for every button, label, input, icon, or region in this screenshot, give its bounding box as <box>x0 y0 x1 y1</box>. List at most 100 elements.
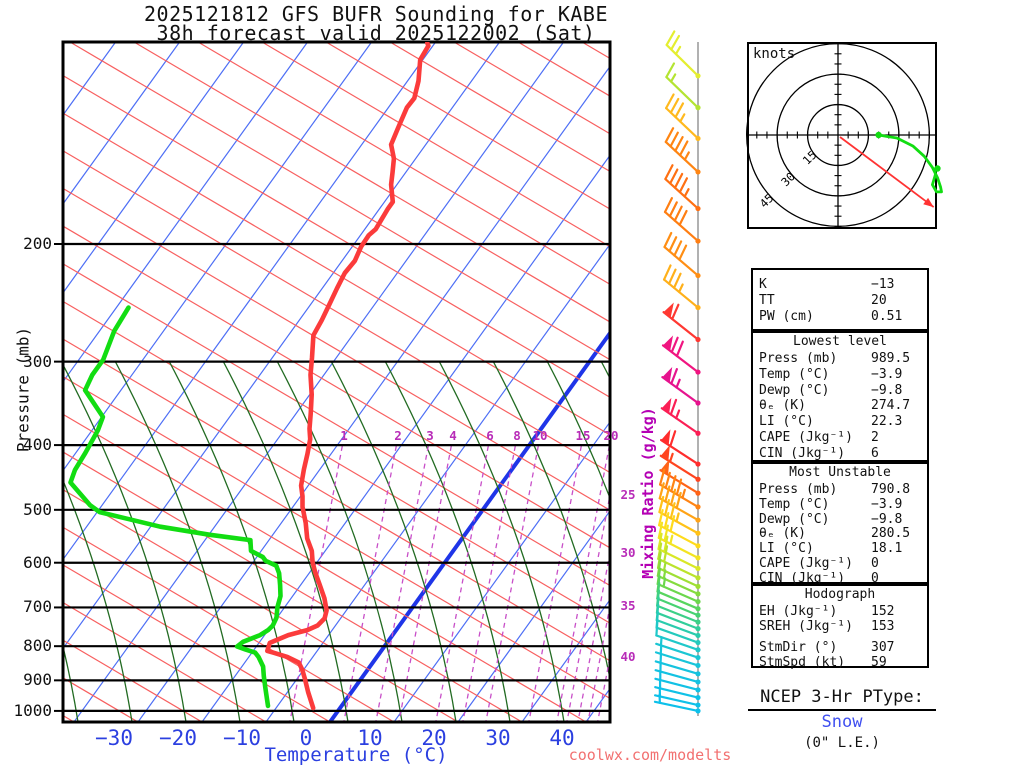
mixing-ratio-line <box>398 446 452 722</box>
wind-barb <box>658 482 701 523</box>
isotherm <box>63 42 373 472</box>
isotherm <box>63 42 309 383</box>
temperature-tick-label: 10 <box>357 726 383 750</box>
mixing-ratio-line <box>462 446 516 722</box>
index-row: θₑ (K) 280.5 <box>753 526 927 541</box>
wind-barb <box>662 264 701 311</box>
isotherm <box>63 42 501 650</box>
moist-adiabat <box>546 361 610 500</box>
moist-adiabat <box>114 361 241 722</box>
wind-barb <box>660 429 701 467</box>
mixing-ratio-line <box>375 446 429 722</box>
dewpoint-trace <box>68 305 283 709</box>
hodograph-units-label: knots <box>753 46 796 62</box>
hodograph-trace <box>878 133 943 194</box>
temperature-trace <box>264 42 431 711</box>
mixing-ratio-line <box>556 446 610 722</box>
isotherm <box>63 42 181 205</box>
mixing-ratio-line <box>597 653 610 722</box>
moist-adiabat <box>63 363 187 722</box>
index-label: θₑ (K) <box>759 398 806 414</box>
index-value: 0 <box>871 555 879 571</box>
index-value: 6 <box>871 445 879 461</box>
chart-title-line2: 38h forecast valid 2025122002 (Sat) <box>156 21 596 45</box>
index-value: 20 <box>871 293 887 308</box>
index-label: Dewp (°C) <box>759 511 830 527</box>
index-label: K <box>759 277 767 292</box>
mixing-ratio-value-label: 40 <box>620 649 636 664</box>
temperature-tick-label: 20 <box>421 726 447 750</box>
dry-adiabat <box>63 451 523 722</box>
wind-barbs <box>653 30 701 714</box>
isotherm <box>393 420 610 722</box>
dry-adiabat <box>63 263 610 587</box>
moist-adiabat <box>600 361 610 380</box>
index-label: CIN (Jkg⁻¹) <box>759 445 846 461</box>
temperature-tick-label: −10 <box>223 726 261 750</box>
index-label: StmDir (°) <box>759 640 838 655</box>
dry-adiabat <box>63 526 395 722</box>
wind-barb <box>660 397 701 436</box>
temperature-tick-label: 40 <box>549 726 575 750</box>
index-row: Dewp (°C) −9.8 <box>753 512 927 527</box>
wind-barb <box>654 644 701 669</box>
wind-barb <box>665 62 701 111</box>
chart-title-line1: 2025121812 GFS BUFR Sounding for KABE <box>143 2 609 26</box>
wind-barb <box>657 521 701 561</box>
index-value: 0 <box>871 570 879 586</box>
mixing-ratio-line <box>577 549 610 722</box>
wind-barb <box>655 618 701 653</box>
mixing-ratio-value-label: 10 <box>532 428 548 443</box>
most-unstable-title: Most Unstable <box>789 465 891 480</box>
wind-barb <box>661 335 701 375</box>
hodograph-trace-dot <box>934 165 941 172</box>
index-row: TT 20 <box>753 293 927 309</box>
dry-adiabat <box>261 42 610 248</box>
mixing-ratio-value-label: 35 <box>620 598 636 613</box>
index-label: PW (cm) <box>759 309 814 324</box>
mixing-ratio-value-label: 25 <box>620 487 636 502</box>
wind-barb <box>654 653 701 677</box>
dry-adiabat <box>63 187 610 511</box>
dry-adiabat <box>63 413 587 722</box>
dry-adiabat <box>63 150 610 474</box>
mixing-ratio-value-label: 8 <box>513 428 521 443</box>
wind-barb <box>653 687 701 708</box>
storm-motion-vector <box>839 136 935 208</box>
mixing-ratio-line <box>528 446 582 722</box>
index-value: 790.8 <box>871 482 911 497</box>
moist-adiabat <box>63 478 133 722</box>
index-value: 153 <box>871 619 895 634</box>
isotherm-0c <box>328 329 610 722</box>
mixing-ratio-value-label: 4 <box>449 428 457 443</box>
index-label: LI (°C) <box>759 541 814 557</box>
dry-adiabat <box>63 338 610 662</box>
dry-adiabat <box>63 74 610 398</box>
storm-vector-arrowhead <box>923 197 934 208</box>
index-label: LI (°C) <box>759 414 814 430</box>
dry-adiabat <box>63 564 331 722</box>
mixing-ratio-value-label: 3 <box>426 428 434 443</box>
wind-barb <box>661 367 701 406</box>
index-row: EH (Jkg⁻¹) 152 <box>753 604 927 619</box>
mixing-ratio-value-label: 6 <box>486 428 494 443</box>
index-row: LI (°C) 22.3 <box>753 414 927 430</box>
lowest-level-title: Lowest level <box>793 334 887 349</box>
ptype-heading: NCEP 3-Hr PType: <box>748 687 936 711</box>
index-value: −9.8 <box>871 382 903 398</box>
index-value: −3.9 <box>871 496 903 512</box>
wind-barb <box>658 468 701 510</box>
moist-adiabat <box>330 361 457 722</box>
dry-adiabat <box>63 112 610 436</box>
index-value: −3.9 <box>871 366 903 382</box>
ptype-note: (0" L.E.) <box>804 735 880 751</box>
pressure-tick-label: 600 <box>23 552 52 572</box>
mixing-ratio-value-label: 30 <box>620 545 636 560</box>
index-row: CAPE (Jkg⁻¹) 0 <box>753 556 927 571</box>
dry-adiabat <box>389 42 610 173</box>
wind-barb <box>656 567 701 605</box>
index-value: 22.3 <box>871 414 903 430</box>
wind-barb <box>658 508 701 549</box>
